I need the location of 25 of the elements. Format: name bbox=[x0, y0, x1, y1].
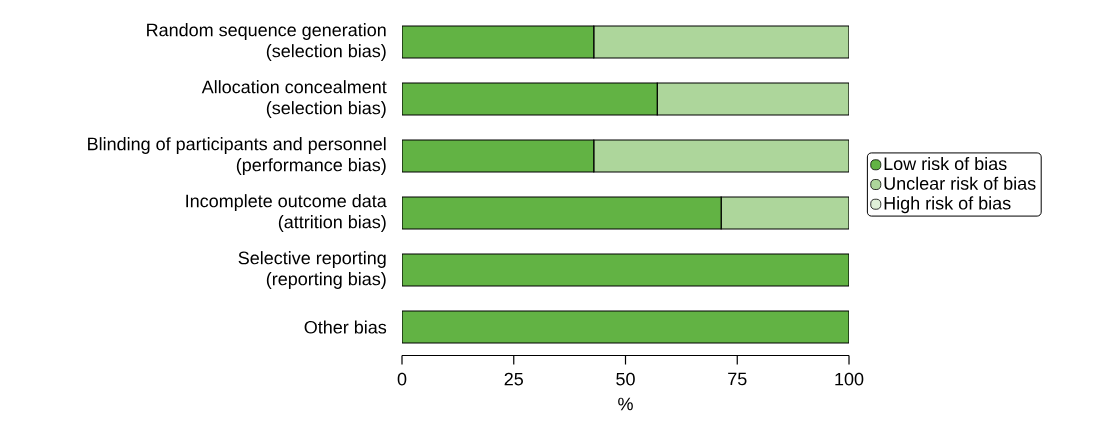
bar bbox=[402, 253, 850, 287]
x-tick-label: 50 bbox=[616, 372, 635, 386]
x-tick-label: 0 bbox=[397, 372, 407, 386]
y-tick-label: Allocation concealment (selection bias) bbox=[201, 80, 387, 118]
legend-label: Low risk of bias bbox=[884, 156, 1007, 171]
bar bbox=[402, 196, 722, 230]
legend-label: Unclear risk of bias bbox=[884, 176, 1036, 190]
x-axis-title: % bbox=[618, 397, 633, 411]
bar bbox=[402, 139, 595, 173]
x-tick-label: 100 bbox=[835, 372, 864, 386]
bar bbox=[593, 139, 850, 173]
x-tick-label: 75 bbox=[728, 372, 747, 386]
bar bbox=[402, 82, 658, 116]
bar bbox=[402, 310, 850, 344]
bar bbox=[593, 25, 850, 59]
legend-label: High risk of bias bbox=[884, 196, 1011, 214]
y-tick-label: Other bias bbox=[304, 320, 387, 334]
bar bbox=[720, 196, 850, 230]
y-tick-label: Random sequence generation (selection bias) bbox=[147, 23, 386, 61]
y-tick-label: Incomplete outcome data (attrition bias) bbox=[186, 194, 387, 232]
y-tick-label: Blinding of participants and personnel (performance bias) bbox=[88, 137, 386, 175]
bar bbox=[656, 82, 850, 116]
y-tick-label: Selective reporting (reporting bias) bbox=[238, 251, 386, 289]
x-tick-label: 25 bbox=[504, 372, 523, 386]
bar bbox=[402, 25, 595, 59]
